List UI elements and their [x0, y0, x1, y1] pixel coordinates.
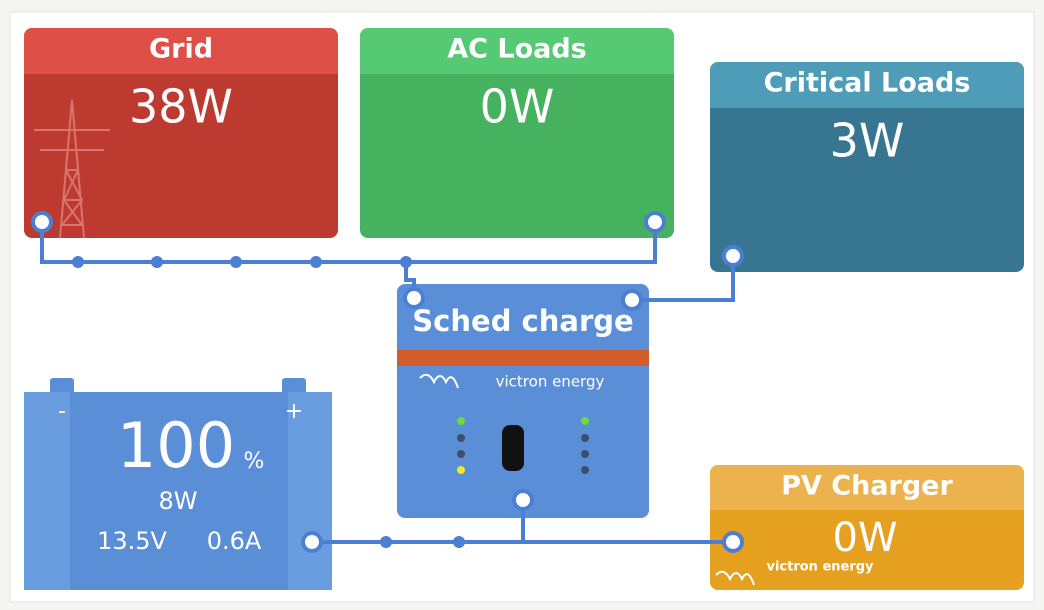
brand: victron energy: [496, 373, 605, 391]
tile-title: AC Loads: [447, 34, 586, 65]
battery-current: 0.6A: [207, 527, 262, 555]
tile-title: Grid: [149, 34, 213, 65]
ac-loads-tile[interactable]: AC Loads 0W: [360, 28, 674, 238]
tile-title: Critical Loads: [764, 68, 971, 99]
brand: victron energy: [766, 560, 874, 575]
tile-title: PV Charger: [781, 471, 953, 502]
tile-value: 0W: [833, 515, 898, 561]
overview: Grid 38W AC Loads 0W Critical Loads 3W S…: [0, 0, 1044, 610]
inverter-tile[interactable]: Sched charge victron energy: [397, 284, 649, 518]
tile-value: 38W: [129, 80, 233, 134]
critical-loads-tile[interactable]: Critical Loads 3W: [710, 62, 1024, 272]
battery-voltage: 13.5V: [97, 527, 167, 555]
tile-title: Sched charge: [412, 304, 633, 338]
minus-sign: -: [58, 399, 66, 424]
switch: [502, 425, 524, 471]
pv-charger-tile[interactable]: PV Charger 0W victron energy: [710, 465, 1024, 590]
grid-tile[interactable]: Grid 38W: [24, 28, 338, 238]
soc: 100: [117, 409, 235, 482]
battery-tile[interactable]: - + 100 % 8W 13.5V 0.6A: [24, 378, 332, 590]
plus-sign: +: [285, 399, 303, 424]
battery-power: 8W: [159, 487, 198, 515]
stripe: [397, 350, 649, 366]
soc-unit: %: [244, 449, 265, 474]
tile-value: 0W: [480, 80, 555, 134]
tile-value: 3W: [830, 114, 905, 168]
